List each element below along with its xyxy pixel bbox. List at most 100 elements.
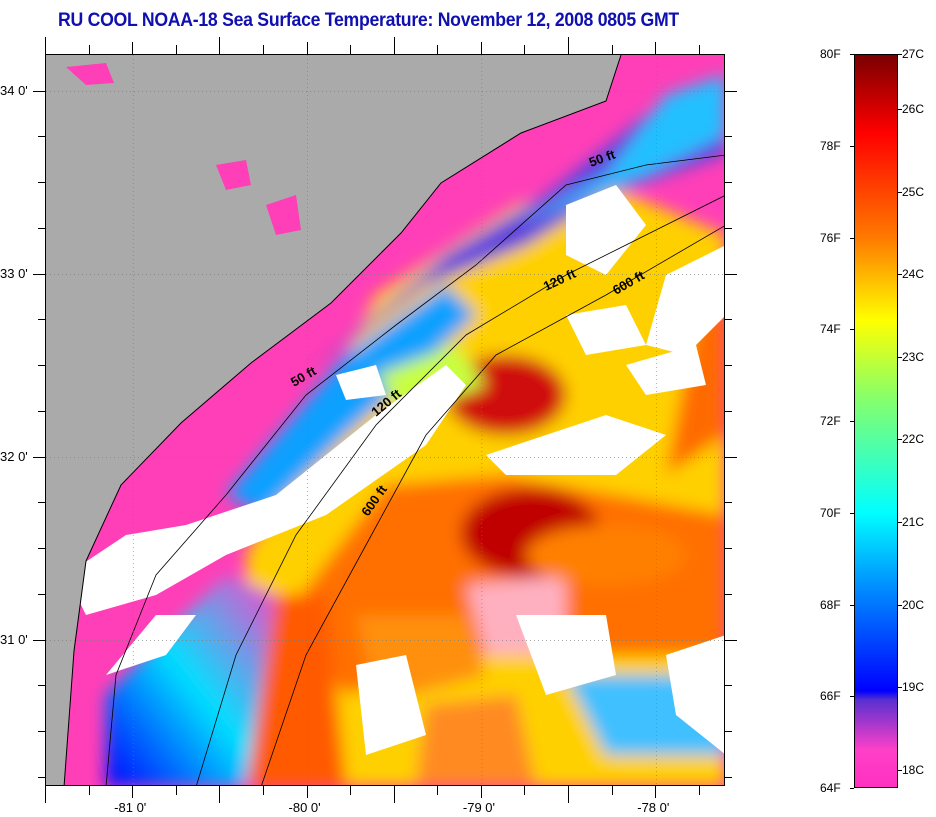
lat-tick-right xyxy=(725,731,732,733)
lon-label: -80 0' xyxy=(288,800,321,815)
lon-tick-top xyxy=(219,37,221,54)
lat-tick-right xyxy=(725,502,732,504)
lat-tick-right xyxy=(725,319,732,321)
lon-tick-bottom xyxy=(568,786,570,803)
lat-label: 33 0' xyxy=(0,265,28,281)
lon-tick-top xyxy=(437,45,439,54)
sst-map: 50 ft 120 ft 600 ft 50 ft 120 ft 600 ft xyxy=(45,54,725,786)
lon-tick-bottom xyxy=(175,786,177,795)
colorbar-f-label: 74F xyxy=(820,322,841,337)
isobath-120ft xyxy=(196,195,724,785)
colorbar-f-label: 66F xyxy=(820,689,841,704)
lat-tick-left xyxy=(38,685,45,687)
colorbar-f-tick xyxy=(850,54,854,55)
colorbar-c-label: 25C xyxy=(902,184,925,199)
colorbar-c-tick xyxy=(898,54,902,55)
inland-water xyxy=(66,63,301,235)
colorbar-c-tick xyxy=(898,439,902,441)
colorbar-f-label: 80F xyxy=(820,47,841,61)
lat-label: 34 0' xyxy=(0,82,28,98)
isobath-50ft xyxy=(105,154,724,785)
lon-tick-top xyxy=(698,45,700,54)
colorbar-c-tick xyxy=(898,687,902,689)
lat-tick-right xyxy=(725,639,737,641)
lon-tick-bottom xyxy=(132,786,134,798)
colorbar-c-label: 20C xyxy=(902,597,925,612)
lat-tick-left xyxy=(38,182,45,184)
colorbar-f-label: 70F xyxy=(820,505,841,520)
colorbar-f-label: 72F xyxy=(820,414,841,428)
colorbar-c-label: 21C xyxy=(902,514,925,529)
lon-tick-top xyxy=(262,45,264,54)
lon-tick-top xyxy=(45,37,46,54)
colorbar-f-tick xyxy=(850,237,854,239)
lon-tick-bottom xyxy=(350,786,352,795)
lat-label: 31 0' xyxy=(0,631,28,647)
land-mask xyxy=(46,55,621,785)
lon-tick-bottom xyxy=(655,786,657,798)
colorbar-c-tick xyxy=(898,109,902,111)
lon-tick-bottom xyxy=(524,786,526,795)
sst-map-image: 50 ft 120 ft 600 ft 50 ft 120 ft 600 ft xyxy=(46,55,724,785)
colorbar-f-tick xyxy=(850,788,854,789)
colorbar-c-tick xyxy=(898,191,902,193)
lat-tick-right xyxy=(725,410,732,412)
isobath-600ft xyxy=(261,225,724,785)
lat-tick-left xyxy=(33,90,45,92)
lat-tick-left xyxy=(38,502,45,504)
lon-tick-top xyxy=(611,45,613,54)
lat-tick-left xyxy=(33,273,45,275)
lat-tick-right xyxy=(725,548,732,550)
colorbar-f-tick xyxy=(850,145,854,147)
lon-tick-top xyxy=(175,45,177,54)
lat-tick-left xyxy=(38,319,45,321)
lat-tick-left xyxy=(38,548,45,550)
lat-tick-right xyxy=(725,227,732,229)
colorbar-f-label: 76F xyxy=(820,230,841,245)
colorbar-f-tick xyxy=(850,329,854,331)
lat-tick-left xyxy=(33,456,45,458)
colorbar-c-tick xyxy=(898,769,902,771)
colorbar-c-tick xyxy=(898,356,902,358)
lon-tick-top xyxy=(132,42,134,54)
lat-tick-left xyxy=(38,136,45,138)
chart-title: RU COOL NOAA-18 Sea Surface Temperature:… xyxy=(58,10,679,31)
lat-tick-right xyxy=(725,593,732,595)
coastline xyxy=(63,55,622,785)
lon-tick-bottom xyxy=(88,786,90,795)
lon-tick-bottom xyxy=(611,786,613,795)
lon-label: -79 0' xyxy=(462,800,496,815)
lon-tick-bottom xyxy=(437,786,439,795)
lat-tick-right xyxy=(725,273,737,275)
colorbar-c-tick xyxy=(898,604,902,606)
lat-tick-right xyxy=(725,456,737,458)
lon-tick-bottom xyxy=(306,786,308,798)
lat-tick-right xyxy=(725,90,737,92)
lat-tick-right xyxy=(725,365,732,367)
lon-tick-top xyxy=(393,37,395,54)
colorbar-f-tick xyxy=(850,604,854,606)
colorbar-c-tick xyxy=(898,274,902,276)
colorbar-c-label: 19C xyxy=(902,680,925,695)
lon-tick-top xyxy=(655,42,657,54)
lon-tick-bottom xyxy=(262,786,264,795)
colorbar-c-label: 18C xyxy=(902,762,925,777)
lon-tick-top xyxy=(524,45,526,54)
lat-tick-right xyxy=(725,685,732,687)
lat-tick-left xyxy=(33,639,45,641)
colorbar-c-label: 24C xyxy=(902,267,925,282)
colorbar-c-label: 27C xyxy=(902,47,925,61)
lon-tick-top xyxy=(306,42,308,54)
lon-tick-bottom xyxy=(45,786,46,803)
lat-tick-left xyxy=(38,731,45,733)
cloud-mask xyxy=(66,185,724,755)
lat-tick-left xyxy=(38,593,45,595)
colorbar-f-label: 78F xyxy=(820,138,841,153)
lat-tick-left xyxy=(38,410,45,412)
lat-tick-right xyxy=(725,776,732,778)
colorbar-f-tick xyxy=(850,696,854,698)
colorbar-c-label: 23C xyxy=(902,349,925,364)
lon-tick-bottom xyxy=(698,786,700,795)
lon-tick-top xyxy=(88,45,90,54)
lat-tick-right xyxy=(725,136,732,138)
